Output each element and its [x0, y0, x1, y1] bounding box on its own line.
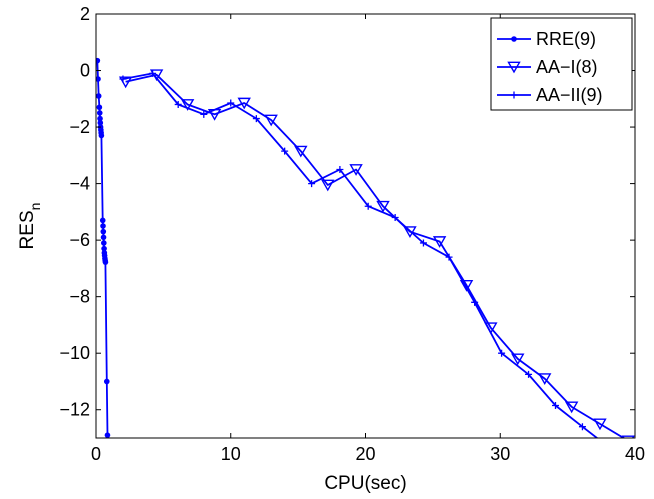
- data-point: [180, 99, 195, 111]
- data-point: [605, 443, 612, 450]
- data-point: [200, 110, 208, 118]
- data-point: [174, 100, 182, 108]
- legend-item: AA−II(9): [497, 85, 603, 105]
- data-point: [96, 93, 102, 99]
- data-point: [459, 279, 474, 292]
- data-point: [294, 145, 308, 158]
- data-point: [264, 114, 278, 127]
- data-point: [227, 99, 235, 107]
- data-point: [511, 353, 525, 366]
- data-point: [525, 370, 533, 378]
- data-point: [321, 179, 335, 192]
- series-line: [122, 72, 599, 438]
- series-line: [125, 73, 626, 438]
- data-point: [100, 223, 106, 229]
- data-point: [391, 214, 399, 222]
- legend-marker: [511, 36, 517, 42]
- data-point: [376, 200, 390, 213]
- y-axis-label-subscript: n: [27, 203, 43, 211]
- data-point: [100, 234, 107, 241]
- data-point: [149, 69, 157, 77]
- data-point: [97, 115, 103, 122]
- data-point: [538, 373, 552, 386]
- data-point: [119, 75, 127, 83]
- data-point: [364, 202, 372, 210]
- y-tick-label: 2: [80, 4, 90, 24]
- data-point: [100, 228, 107, 235]
- y-tick-label: −6: [69, 230, 90, 250]
- x-axis-label: CPU(sec): [324, 473, 406, 494]
- legend-marker: [510, 91, 518, 99]
- data-point: [403, 226, 417, 239]
- data-point: [593, 418, 607, 431]
- series-1: [96, 57, 111, 438]
- series-3: [119, 69, 612, 450]
- legend-label: AA−I(8): [536, 57, 598, 77]
- y-tick-label: 0: [80, 61, 90, 81]
- data-point: [252, 115, 260, 123]
- y-tick-label: −10: [59, 343, 90, 363]
- x-tick-label: 10: [221, 444, 241, 464]
- data-point: [281, 147, 289, 155]
- data-point: [498, 349, 506, 357]
- data-point: [96, 57, 101, 64]
- data-point: [432, 236, 447, 248]
- data-point: [336, 165, 344, 173]
- data-point: [99, 217, 106, 224]
- legend-item: RRE(9): [497, 29, 596, 49]
- data-point: [578, 423, 586, 431]
- legend-marker: [507, 61, 521, 74]
- data-point: [419, 239, 427, 247]
- data-point: [308, 180, 316, 188]
- data-point: [96, 110, 103, 116]
- x-tick-label: 40: [625, 444, 645, 464]
- x-tick-label: 0: [91, 444, 101, 464]
- plot-frame: [95, 13, 636, 439]
- data-point: [102, 259, 109, 265]
- y-tick-label: −4: [69, 174, 90, 194]
- data-point: [96, 104, 103, 111]
- legend-item: AA−I(8): [497, 57, 598, 77]
- data-point: [237, 97, 251, 110]
- data-point: [98, 132, 105, 139]
- data-point: [97, 120, 104, 126]
- data-point: [104, 432, 111, 438]
- data-point: [551, 401, 559, 409]
- series-layer: [96, 57, 635, 450]
- data-point: [471, 298, 479, 306]
- x-tick-label: 30: [490, 444, 510, 464]
- y-tick-label: −12: [59, 400, 90, 420]
- legend-label: AA−II(9): [536, 85, 603, 105]
- x-tick-label: 20: [355, 444, 375, 464]
- y-tick-label: −2: [69, 117, 90, 137]
- data-point: [103, 378, 110, 385]
- legend: RRE(9) AA−I(8) AA−II(9): [490, 17, 633, 111]
- y-tick-label: −8: [69, 287, 90, 307]
- legend-label: RRE(9): [536, 29, 596, 49]
- y-axis-label: RESn: [17, 203, 43, 250]
- data-point: [445, 253, 453, 261]
- data-point: [101, 240, 107, 246]
- data-point: [349, 164, 363, 176]
- data-point: [101, 245, 107, 252]
- data-point: [564, 401, 579, 414]
- y-axis-label-main: RES: [17, 210, 38, 249]
- data-point: [96, 76, 101, 82]
- data-point: [621, 435, 635, 438]
